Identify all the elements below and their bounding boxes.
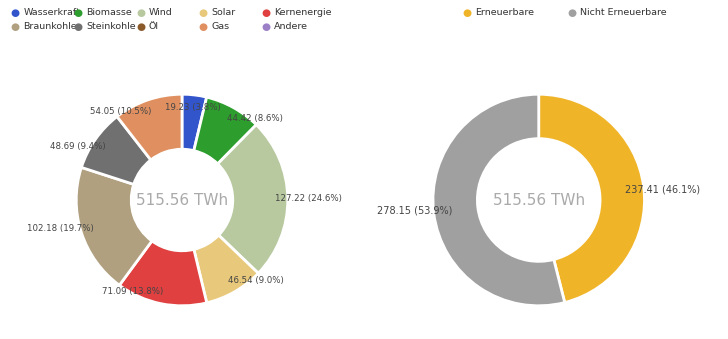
Wedge shape — [117, 94, 182, 160]
Text: 515.56 TWh: 515.56 TWh — [136, 193, 228, 207]
Text: Erneuerbare: Erneuerbare — [475, 8, 534, 18]
Text: 54.05 (10.5%): 54.05 (10.5%) — [90, 107, 151, 117]
Wedge shape — [539, 94, 644, 302]
Text: Braunkohle: Braunkohle — [23, 22, 77, 31]
Text: 19.23 (3.8%): 19.23 (3.8%) — [165, 103, 221, 112]
Text: Öl: Öl — [149, 22, 159, 31]
Text: ●: ● — [74, 22, 82, 32]
Text: ●: ● — [261, 22, 270, 32]
Text: ●: ● — [11, 8, 20, 18]
Text: Steinkohle: Steinkohle — [86, 22, 135, 31]
Text: ●: ● — [74, 8, 82, 18]
Text: ●: ● — [199, 22, 207, 32]
Wedge shape — [194, 235, 258, 303]
Text: Kernenergie: Kernenergie — [274, 8, 331, 18]
Text: 71.09 (13.8%): 71.09 (13.8%) — [103, 287, 164, 296]
Wedge shape — [433, 94, 565, 306]
Wedge shape — [82, 117, 151, 184]
Text: ●: ● — [136, 8, 145, 18]
Text: 48.69 (9.4%): 48.69 (9.4%) — [50, 142, 106, 151]
Text: ●: ● — [136, 22, 145, 32]
Text: Wasserkraft: Wasserkraft — [23, 8, 80, 18]
Wedge shape — [182, 94, 207, 151]
Text: ●: ● — [462, 8, 471, 18]
Text: Andere: Andere — [274, 22, 308, 31]
Text: Solar: Solar — [211, 8, 235, 18]
Text: ●: ● — [199, 8, 207, 18]
Wedge shape — [76, 167, 152, 285]
Text: 237.41 (46.1%): 237.41 (46.1%) — [625, 184, 700, 194]
Text: Gas: Gas — [211, 22, 229, 31]
Text: 46.54 (9.0%): 46.54 (9.0%) — [229, 276, 284, 285]
Text: Wind: Wind — [149, 8, 173, 18]
Wedge shape — [218, 125, 288, 273]
Text: Biomasse: Biomasse — [86, 8, 132, 18]
Text: 127.22 (24.6%): 127.22 (24.6%) — [275, 194, 342, 203]
Text: ●: ● — [11, 22, 20, 32]
Text: ●: ● — [568, 8, 577, 18]
Text: 515.56 TWh: 515.56 TWh — [493, 193, 585, 207]
Wedge shape — [194, 97, 256, 164]
Text: 102.18 (19.7%): 102.18 (19.7%) — [27, 224, 93, 233]
Text: Nicht Erneuerbare: Nicht Erneuerbare — [580, 8, 667, 18]
Text: 278.15 (53.9%): 278.15 (53.9%) — [377, 206, 453, 216]
Text: ●: ● — [261, 8, 270, 18]
Text: 44.42 (8.6%): 44.42 (8.6%) — [227, 114, 283, 123]
Wedge shape — [119, 241, 207, 306]
